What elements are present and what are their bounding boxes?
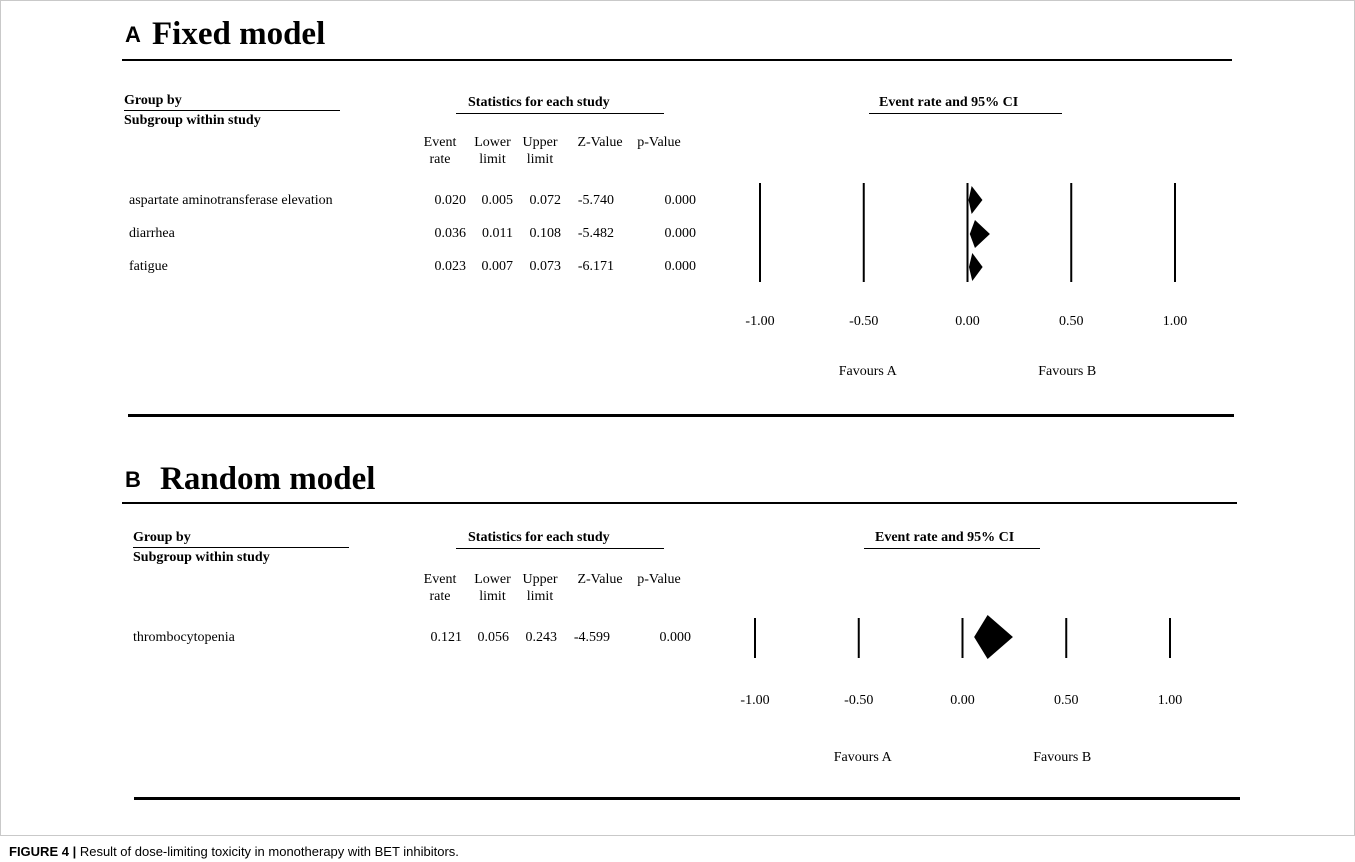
row-lower: 0.056 — [477, 630, 510, 645]
row-lower: 0.005 — [481, 193, 514, 208]
panel-b-top-rule — [122, 502, 1237, 504]
row-upper: 0.073 — [529, 259, 562, 274]
col-z-value: Z-Value — [577, 572, 623, 587]
row-z: -5.482 — [577, 226, 614, 241]
row-z: -6.171 — [577, 259, 614, 274]
stats-header-underline — [456, 113, 664, 114]
panel-a-bottom-rule — [128, 414, 1234, 417]
x-tick-label: 1.00 — [1163, 314, 1188, 329]
col-p-value: p-Value — [637, 135, 681, 150]
panel-b-letter: B — [125, 467, 141, 492]
row-p: 0.000 — [659, 630, 692, 645]
subgroup-label: Subgroup within study — [133, 550, 270, 565]
group-by-underline — [133, 547, 349, 548]
favours-a-label: Favours A — [839, 364, 898, 379]
x-tick-label: -0.50 — [844, 693, 873, 708]
row-label: diarrhea — [129, 226, 175, 241]
group-by-label: Group by — [124, 93, 182, 108]
row-label: aspartate aminotransferase elevation — [129, 193, 333, 208]
row-upper: 0.108 — [529, 226, 562, 241]
plot-header: Event rate and 95% CI — [875, 530, 1015, 545]
subgroup-label: Subgroup within study — [124, 113, 261, 128]
favours-a-label: Favours A — [834, 750, 893, 765]
row-z: -5.740 — [577, 193, 614, 208]
caption-text: Result of dose-limiting toxicity in mono… — [79, 844, 459, 859]
plot-header-underline — [864, 548, 1040, 549]
group-by-underline — [124, 110, 340, 111]
panel-b-bottom-rule — [134, 797, 1240, 800]
col-upper-limit: Upper limit — [522, 572, 558, 604]
x-tick-label: 0.50 — [1054, 693, 1079, 708]
col-lower-limit: Lower limit — [474, 572, 511, 604]
row-rate: 0.036 — [434, 226, 467, 241]
forest-plot-a: -1.00 -0.50 0.00 0.50 1.00 Favours A Favours B — [745, 183, 1188, 379]
group-by-label: Group by — [133, 530, 191, 545]
favours-b-label: Favours B — [1038, 364, 1096, 379]
effect-diamond — [968, 186, 983, 214]
row-rate: 0.121 — [430, 630, 463, 645]
row-rate: 0.020 — [434, 193, 467, 208]
panel-b-title: Random model — [160, 461, 376, 497]
row-label: thrombocytopenia — [133, 630, 235, 645]
x-tick-label: 0.00 — [955, 314, 980, 329]
figure-caption: FIGURE 4 | Result of dose-limiting toxic… — [9, 844, 459, 859]
panel-a-title: Fixed model — [152, 16, 326, 52]
col-upper-limit: Upper limit — [522, 135, 558, 167]
col-p-value: p-Value — [637, 572, 681, 587]
x-tick-label: -1.00 — [740, 693, 769, 708]
forest-plot-b: -1.00 -0.50 0.00 0.50 1.00 Favours A Favours B — [740, 615, 1183, 765]
row-p: 0.000 — [664, 193, 697, 208]
row-rate: 0.023 — [434, 259, 467, 274]
row-p: 0.000 — [664, 226, 697, 241]
row-lower: 0.007 — [481, 259, 514, 274]
x-tick-label: -1.00 — [745, 314, 774, 329]
x-tick-label: 1.00 — [1158, 693, 1183, 708]
row-label: fatigue — [129, 259, 168, 274]
panel-a-letter: A — [125, 22, 141, 47]
figure-frame — [0, 0, 1355, 836]
caption-label: FIGURE 4 | — [9, 844, 77, 859]
stats-header: Statistics for each study — [468, 95, 610, 110]
col-event-rate: Event rate — [423, 135, 457, 167]
x-tick-label: 0.50 — [1059, 314, 1084, 329]
panel-a-top-rule — [122, 59, 1232, 61]
plot-header: Event rate and 95% CI — [879, 95, 1019, 110]
favours-b-label: Favours B — [1033, 750, 1091, 765]
x-tick-label: -0.50 — [849, 314, 878, 329]
col-z-value: Z-Value — [577, 135, 623, 150]
row-lower: 0.011 — [482, 226, 513, 241]
row-upper: 0.243 — [525, 630, 558, 645]
effect-diamond — [969, 220, 990, 248]
col-event-rate: Event rate — [423, 572, 457, 604]
row-upper: 0.072 — [529, 193, 562, 208]
x-tick-label: 0.00 — [950, 693, 975, 708]
row-p: 0.000 — [664, 259, 697, 274]
effect-diamond — [968, 253, 983, 281]
plot-header-underline — [869, 113, 1062, 114]
stats-header-underline — [456, 548, 664, 549]
col-lower-limit: Lower limit — [474, 135, 511, 167]
row-z: -4.599 — [573, 630, 610, 645]
effect-diamond — [974, 615, 1013, 659]
stats-header: Statistics for each study — [468, 530, 610, 545]
